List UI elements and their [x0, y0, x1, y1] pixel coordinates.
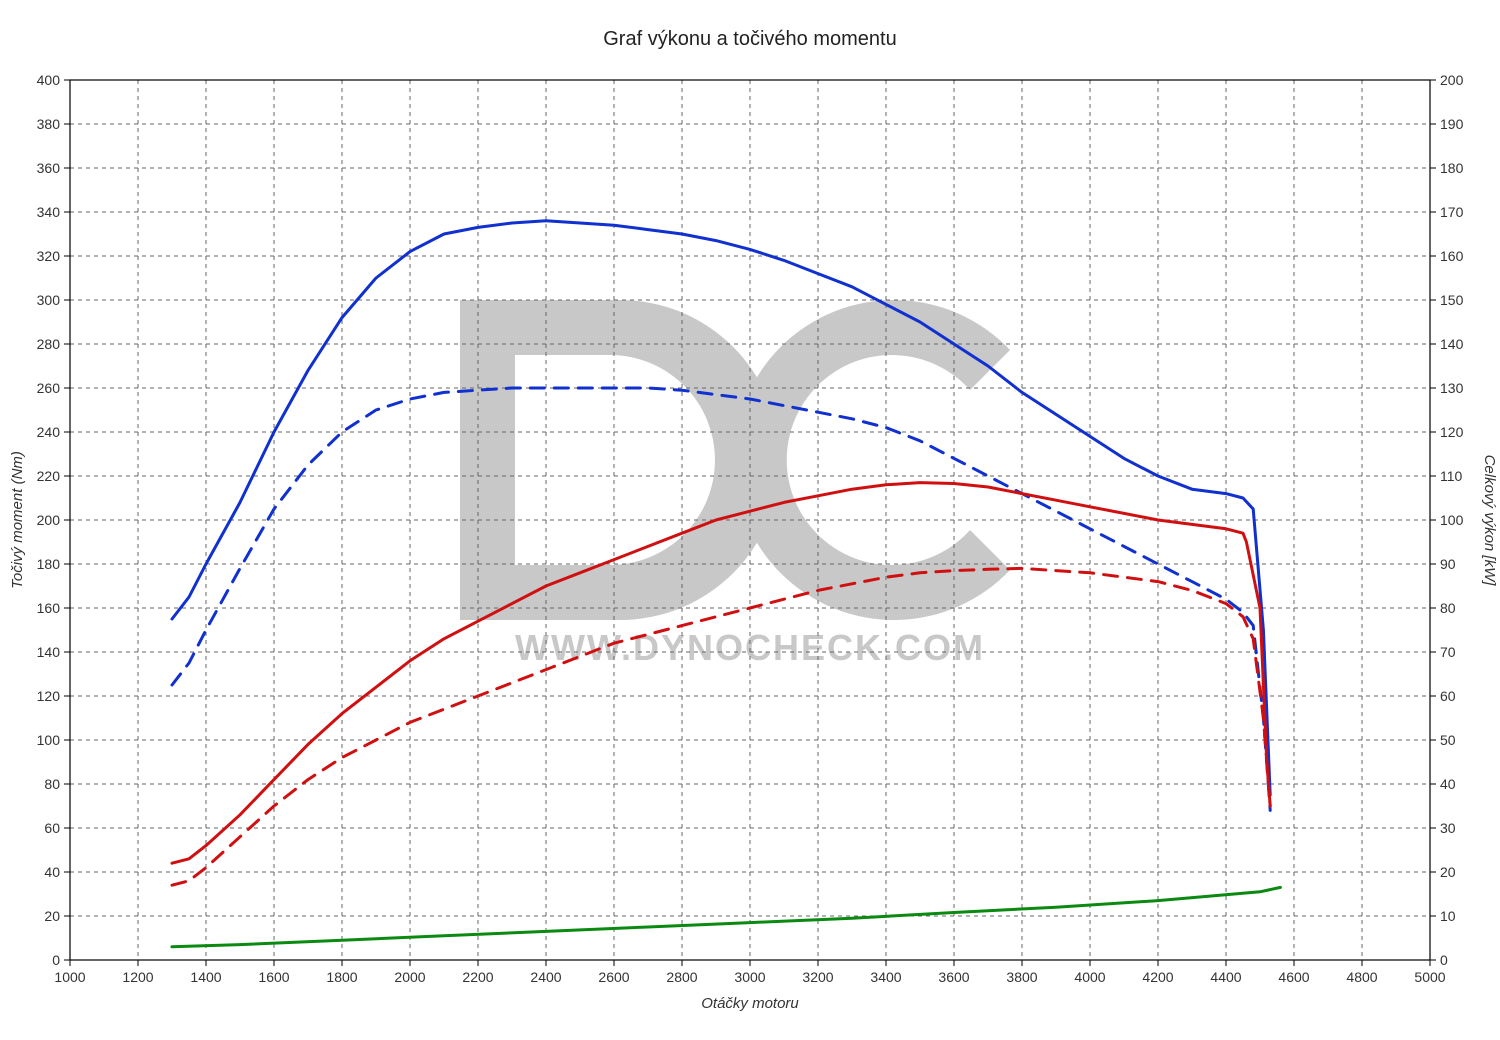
y-left-axis-title: Točivý moment (Nm): [9, 451, 26, 589]
x-tick-label: 1000: [54, 969, 85, 985]
y-left-tick-label: 340: [37, 204, 61, 220]
x-axis-title: Otáčky motoru: [701, 995, 799, 1012]
y-left-tick-label: 400: [37, 72, 61, 88]
y-right-tick-label: 70: [1440, 644, 1456, 660]
x-tick-label: 4000: [1074, 969, 1105, 985]
y-right-tick-label: 130: [1440, 380, 1464, 396]
dyno-chart: WWW.DYNOCHECK.COM10001200140016001800200…: [0, 0, 1500, 1040]
x-tick-label: 1400: [190, 969, 221, 985]
y-left-tick-label: 220: [37, 468, 61, 484]
x-tick-label: 4600: [1278, 969, 1309, 985]
y-left-tick-label: 60: [44, 820, 60, 836]
y-right-tick-label: 50: [1440, 732, 1456, 748]
x-tick-label: 4400: [1210, 969, 1241, 985]
y-right-tick-label: 160: [1440, 248, 1464, 264]
y-left-tick-label: 100: [37, 732, 61, 748]
y-right-tick-label: 90: [1440, 556, 1456, 572]
y-right-tick-label: 60: [1440, 688, 1456, 704]
y-left-tick-label: 20: [44, 908, 60, 924]
y-left-tick-label: 140: [37, 644, 61, 660]
chart-svg: WWW.DYNOCHECK.COM10001200140016001800200…: [0, 0, 1500, 1040]
x-tick-label: 4200: [1142, 969, 1173, 985]
y-left-tick-label: 120: [37, 688, 61, 704]
x-tick-label: 2800: [666, 969, 697, 985]
y-left-tick-label: 300: [37, 292, 61, 308]
y-left-tick-label: 180: [37, 556, 61, 572]
x-tick-label: 5000: [1414, 969, 1445, 985]
x-tick-label: 3000: [734, 969, 765, 985]
x-tick-label: 2200: [462, 969, 493, 985]
y-left-tick-label: 40: [44, 864, 60, 880]
grid: [70, 80, 1430, 960]
y-left-tick-label: 200: [37, 512, 61, 528]
y-right-tick-label: 40: [1440, 776, 1456, 792]
y-right-tick-label: 20: [1440, 864, 1456, 880]
y-left-tick-label: 320: [37, 248, 61, 264]
chart-title: Graf výkonu a točivého momentu: [603, 28, 896, 50]
y-right-tick-label: 200: [1440, 72, 1464, 88]
x-tick-label: 2400: [530, 969, 561, 985]
y-left-tick-label: 0: [52, 952, 60, 968]
x-tick-label: 3600: [938, 969, 969, 985]
y-left-tick-label: 260: [37, 380, 61, 396]
y-left-tick-label: 80: [44, 776, 60, 792]
y-right-tick-label: 100: [1440, 512, 1464, 528]
y-left-tick-label: 380: [37, 116, 61, 132]
y-right-tick-label: 190: [1440, 116, 1464, 132]
y-right-tick-label: 110: [1440, 468, 1463, 484]
x-tick-label: 3400: [870, 969, 901, 985]
y-right-tick-label: 180: [1440, 160, 1464, 176]
x-tick-label: 1200: [122, 969, 153, 985]
y-right-axis-title: Celkový výkon [kW]: [1481, 455, 1498, 587]
y-right-tick-label: 150: [1440, 292, 1464, 308]
y-right-tick-label: 170: [1440, 204, 1464, 220]
y-right-tick-label: 140: [1440, 336, 1464, 352]
y-right-tick-label: 30: [1440, 820, 1456, 836]
y-left-tick-label: 160: [37, 600, 61, 616]
y-right-tick-label: 10: [1440, 908, 1456, 924]
x-tick-label: 2600: [598, 969, 629, 985]
y-left-tick-label: 360: [37, 160, 61, 176]
x-tick-label: 1800: [326, 969, 357, 985]
x-tick-label: 1600: [258, 969, 289, 985]
x-tick-label: 3800: [1006, 969, 1037, 985]
y-right-tick-label: 0: [1440, 952, 1448, 968]
x-tick-label: 3200: [802, 969, 833, 985]
x-tick-label: 4800: [1346, 969, 1377, 985]
y-left-tick-label: 240: [37, 424, 61, 440]
y-right-tick-label: 80: [1440, 600, 1456, 616]
x-tick-label: 2000: [394, 969, 425, 985]
y-left-tick-label: 280: [37, 336, 61, 352]
y-right-tick-label: 120: [1440, 424, 1464, 440]
